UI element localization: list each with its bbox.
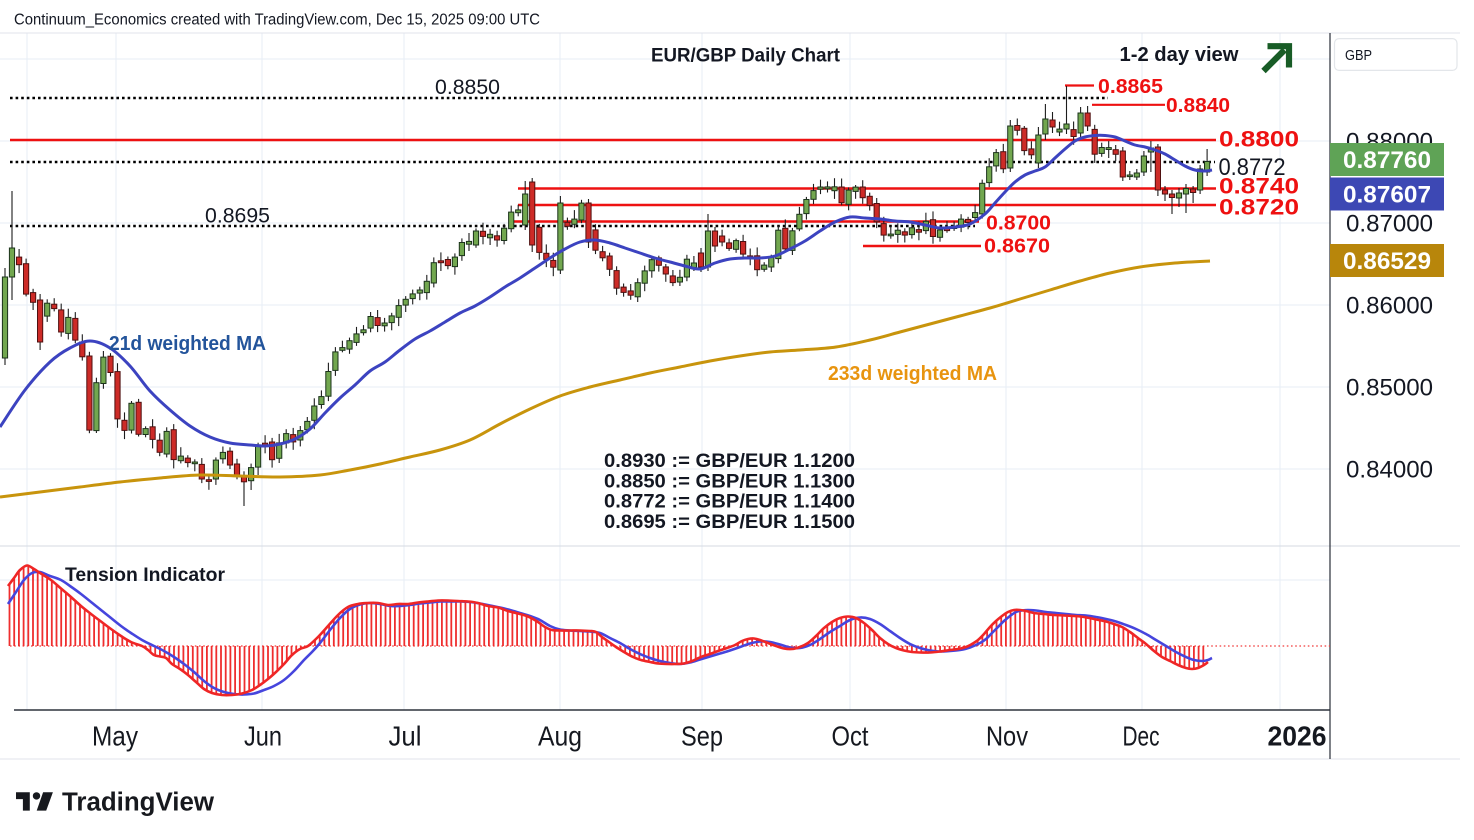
svg-text:May: May	[92, 721, 138, 752]
svg-text:Jul: Jul	[389, 721, 422, 752]
svg-text:0.8772: 0.8772	[1219, 154, 1286, 181]
svg-text:0.86529: 0.86529	[1343, 248, 1431, 275]
svg-text:Sep: Sep	[681, 721, 723, 752]
svg-text:0.86000: 0.86000	[1346, 293, 1433, 320]
svg-text:Oct: Oct	[832, 721, 869, 752]
svg-text:0.8850 := GBP/EUR 1.1300: 0.8850 := GBP/EUR 1.1300	[604, 471, 855, 492]
svg-text:Jun: Jun	[244, 721, 282, 752]
svg-text:0.8850: 0.8850	[435, 76, 500, 99]
svg-text:TradingView: TradingView	[62, 789, 214, 817]
svg-text:0.8800: 0.8800	[1219, 127, 1299, 152]
svg-text:0.87760: 0.87760	[1343, 147, 1431, 174]
svg-text:GBP: GBP	[1345, 48, 1372, 64]
svg-text:0.8700: 0.8700	[986, 213, 1051, 235]
svg-text:0.87607: 0.87607	[1343, 182, 1431, 209]
svg-text:0.84000: 0.84000	[1346, 457, 1433, 484]
svg-text:Nov: Nov	[986, 721, 1028, 752]
svg-text:Continuum_Economics created wi: Continuum_Economics created with Trading…	[14, 12, 540, 29]
svg-text:1-2 day view: 1-2 day view	[1120, 44, 1239, 66]
svg-text:0.8930 := GBP/EUR 1.1200: 0.8930 := GBP/EUR 1.1200	[604, 451, 855, 472]
svg-text:0.8740: 0.8740	[1219, 174, 1299, 199]
svg-text:2026: 2026	[1268, 721, 1327, 752]
svg-text:EUR/GBP Daily Chart: EUR/GBP Daily Chart	[651, 45, 840, 67]
svg-text:0.8720: 0.8720	[1219, 195, 1299, 220]
svg-text:0.8772 := GBP/EUR 1.1400: 0.8772 := GBP/EUR 1.1400	[604, 492, 855, 513]
svg-text:0.85000: 0.85000	[1346, 375, 1433, 402]
svg-text:Aug: Aug	[538, 721, 582, 752]
svg-text:0.8695: 0.8695	[205, 205, 270, 228]
svg-text:21d weighted MA: 21d weighted MA	[109, 333, 266, 355]
svg-text:0.8695 := GBP/EUR 1.1500: 0.8695 := GBP/EUR 1.1500	[604, 512, 855, 533]
svg-text:0.87000: 0.87000	[1346, 211, 1433, 238]
svg-text:Tension Indicator: Tension Indicator	[65, 565, 226, 586]
svg-text:0.8840: 0.8840	[1166, 95, 1230, 117]
svg-text:0.8865: 0.8865	[1098, 76, 1163, 98]
svg-text:233d weighted MA: 233d weighted MA	[828, 363, 997, 385]
svg-text:0.8670: 0.8670	[984, 236, 1050, 258]
svg-text:Dec: Dec	[1123, 721, 1160, 752]
